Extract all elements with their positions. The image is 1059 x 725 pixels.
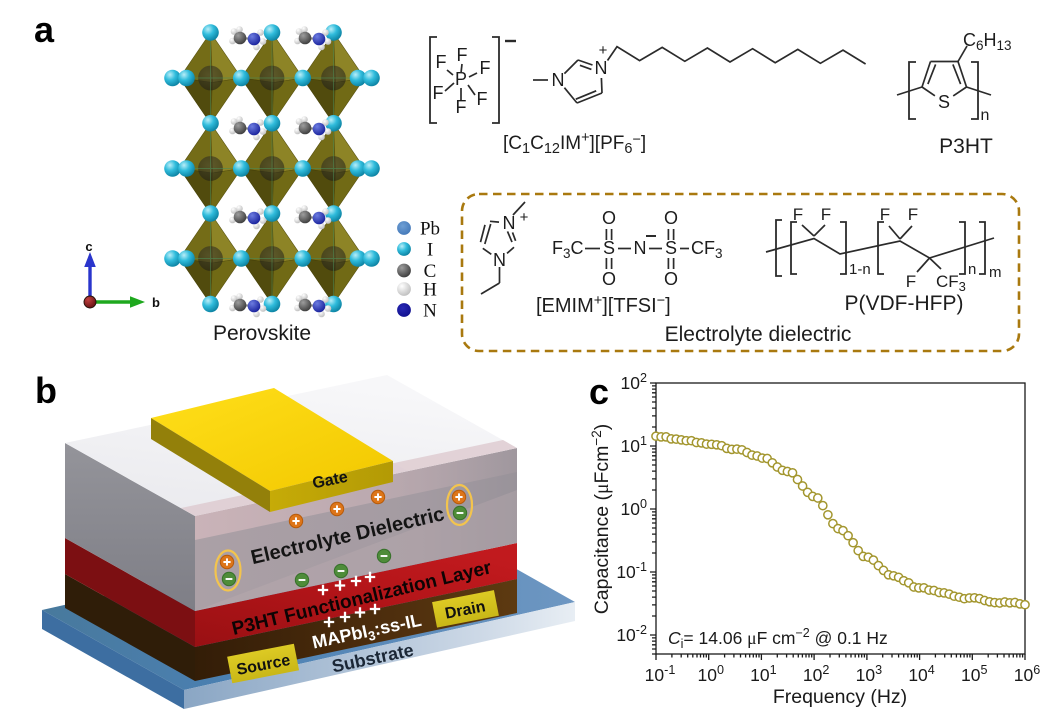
svg-text:103: 103 (856, 663, 882, 685)
svg-text:[EMIM+][TFSI−]: [EMIM+][TFSI−] (536, 293, 671, 317)
svg-text:P3HT: P3HT (939, 135, 993, 158)
svg-text:S: S (665, 238, 677, 258)
svg-text:O: O (602, 208, 616, 228)
svg-text:Pb: Pb (420, 219, 440, 240)
svg-text:P: P (455, 69, 467, 89)
svg-text:+: + (599, 42, 608, 59)
svg-text:b: b (152, 295, 160, 310)
svg-text:m: m (989, 264, 1002, 281)
svg-text:Frequency (Hz): Frequency (Hz) (773, 686, 907, 708)
svg-text:F: F (433, 83, 444, 103)
svg-text:N: N (503, 213, 516, 233)
svg-text:102: 102 (621, 371, 647, 393)
svg-text:N: N (552, 70, 565, 90)
svg-text:O: O (664, 269, 678, 289)
svg-text:H: H (423, 280, 437, 301)
svg-text:F: F (908, 205, 918, 224)
svg-text:106: 106 (1014, 663, 1040, 685)
svg-text:F: F (906, 272, 916, 291)
svg-text:C6H13: C6H13 (963, 30, 1012, 53)
svg-text:F: F (793, 205, 803, 224)
svg-text:N: N (493, 250, 506, 270)
svg-text:n: n (968, 261, 976, 278)
svg-text:c: c (85, 239, 92, 254)
svg-text:[C1C12IM+][PF6−]: [C1C12IM+][PF6−] (503, 130, 646, 157)
svg-text:1-n: 1-n (849, 261, 871, 278)
svg-text:+: + (520, 209, 529, 226)
svg-text:O: O (664, 208, 678, 228)
svg-text:F: F (436, 52, 447, 72)
svg-text:101: 101 (621, 434, 647, 456)
svg-text:n: n (981, 107, 990, 124)
svg-text:F: F (480, 58, 491, 78)
svg-text:102: 102 (803, 663, 829, 685)
svg-text:100: 100 (621, 497, 647, 519)
svg-text:CF3: CF3 (936, 272, 966, 294)
svg-text:P(VDF-HFP): P(VDF-HFP) (845, 292, 964, 315)
svg-text:10-1: 10-1 (645, 663, 676, 685)
svg-text:F3C: F3C (552, 238, 584, 261)
svg-text:C: C (424, 261, 437, 282)
svg-text:100: 100 (697, 663, 723, 685)
svg-text:c: c (589, 371, 609, 412)
svg-text:F: F (821, 205, 831, 224)
svg-text:F: F (477, 89, 488, 109)
svg-text:104: 104 (908, 663, 934, 685)
svg-text:a: a (34, 9, 55, 50)
svg-text:Electrolyte dielectric: Electrolyte dielectric (665, 323, 852, 346)
svg-text:10-1: 10-1 (616, 560, 647, 582)
svg-text:N: N (634, 238, 647, 258)
svg-text:Ci= 14.06 μF cm−2 @ 0.1 Hz: Ci= 14.06 μF cm−2 @ 0.1 Hz (668, 626, 888, 651)
svg-text:10-2: 10-2 (616, 623, 647, 645)
svg-text:F: F (456, 97, 467, 117)
svg-text:N: N (595, 58, 608, 78)
svg-text:105: 105 (961, 663, 987, 685)
svg-text:N: N (423, 301, 437, 322)
svg-text:b: b (35, 370, 57, 411)
svg-text:O: O (602, 269, 616, 289)
svg-text:101: 101 (750, 663, 776, 685)
svg-text:F: F (880, 205, 890, 224)
svg-text:Perovskite: Perovskite (213, 322, 311, 345)
svg-text:S: S (938, 92, 950, 112)
svg-text:Capacitance (μFcm−2): Capacitance (μFcm−2) (589, 424, 613, 615)
svg-text:I: I (427, 240, 433, 261)
svg-text:Gate: Gate (311, 469, 349, 493)
svg-text:S: S (603, 238, 615, 258)
svg-text:F: F (457, 45, 468, 65)
svg-text:CF3: CF3 (691, 238, 723, 261)
